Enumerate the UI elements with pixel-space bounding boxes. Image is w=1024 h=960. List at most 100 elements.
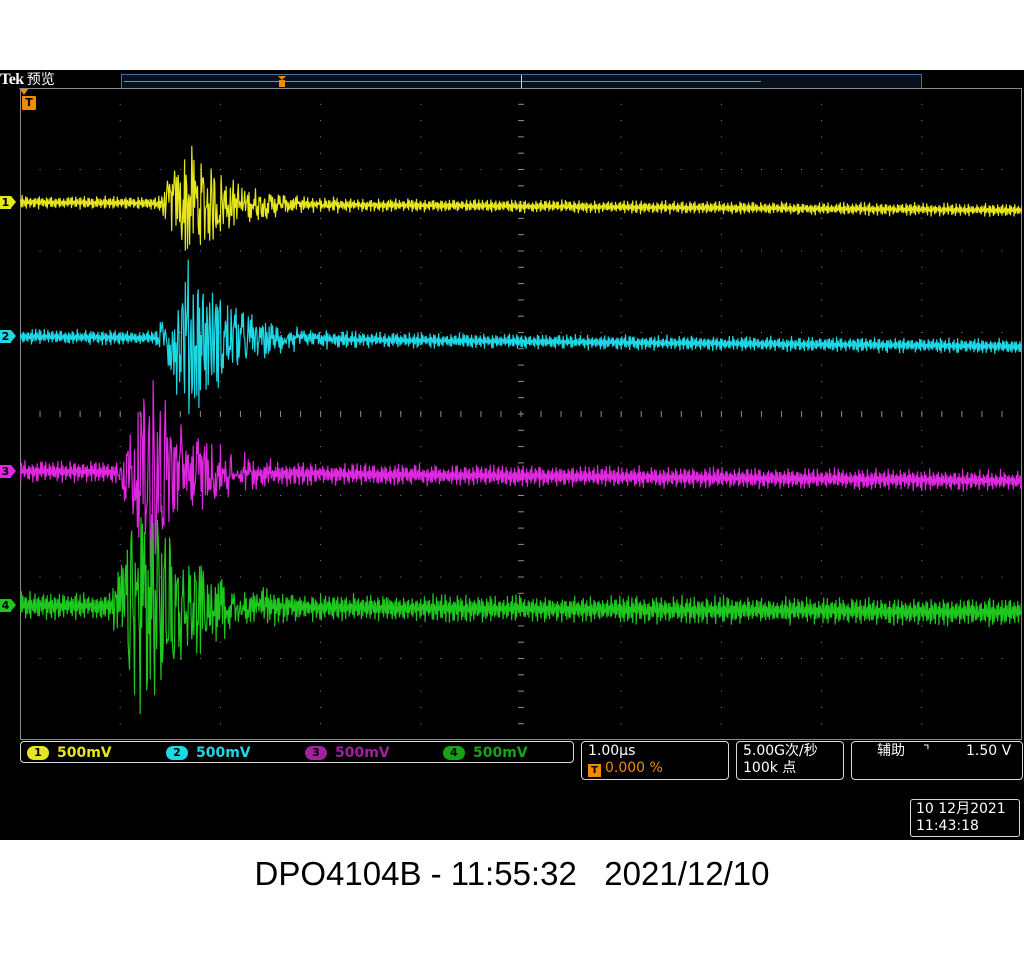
grid-dot bbox=[821, 397, 823, 399]
grid-dot bbox=[861, 658, 863, 659]
grid-dot bbox=[941, 169, 943, 170]
grid-dot bbox=[740, 495, 742, 496]
grid-dot bbox=[259, 169, 261, 170]
grid-dot bbox=[801, 495, 803, 496]
grid-dot bbox=[821, 169, 823, 170]
grid-dot bbox=[680, 576, 682, 578]
grid-dot bbox=[821, 527, 823, 529]
ch3-ground-marker[interactable]: 3 bbox=[0, 464, 16, 478]
grid-dot bbox=[400, 658, 402, 659]
grid-dot bbox=[1001, 658, 1003, 659]
grid-dot bbox=[921, 299, 923, 301]
grid-dot bbox=[119, 658, 121, 659]
record-length: 100k 点 bbox=[743, 760, 797, 776]
grid-dot bbox=[219, 283, 221, 285]
grid-dot bbox=[119, 723, 121, 725]
trigger-position-arrow-icon bbox=[19, 88, 29, 95]
trigger-source: 辅助 bbox=[877, 743, 905, 759]
grid-dot bbox=[861, 250, 863, 252]
grid-dot bbox=[520, 250, 522, 252]
grid-dot bbox=[219, 690, 221, 692]
grid-dot bbox=[941, 576, 943, 578]
grid-dot bbox=[320, 706, 322, 708]
grid-dot bbox=[420, 283, 422, 285]
grid-dot bbox=[760, 658, 762, 659]
grid-dot bbox=[99, 576, 101, 578]
grid-dot bbox=[219, 706, 221, 708]
ch1-readout[interactable]: 1 500mV bbox=[27, 745, 112, 761]
grid-dot bbox=[921, 576, 923, 578]
grid-dot bbox=[921, 185, 923, 187]
acquisition-readout[interactable]: 5.00G次/秒 100k 点 bbox=[736, 741, 844, 780]
grid-dot bbox=[680, 658, 682, 659]
grid-dot bbox=[620, 690, 622, 692]
record-view-bar[interactable] bbox=[121, 74, 922, 89]
grid-dot bbox=[119, 136, 121, 138]
date-label: 10 12月2021 bbox=[916, 801, 1006, 817]
ch4-ground-marker[interactable]: 4 bbox=[0, 599, 16, 613]
grid-dot bbox=[720, 234, 722, 236]
grid-dot bbox=[119, 299, 121, 301]
grid-dot bbox=[500, 658, 502, 659]
grid-dot bbox=[781, 250, 783, 252]
grid-dot bbox=[740, 332, 742, 333]
scope-header: Tek 预览 bbox=[0, 71, 55, 89]
ch2-readout[interactable]: 2 500mV bbox=[166, 745, 251, 761]
grid-dot bbox=[219, 674, 221, 676]
grid-dot bbox=[199, 250, 201, 252]
grid-dot bbox=[320, 658, 322, 659]
grid-dot bbox=[440, 495, 442, 496]
grid-dot bbox=[921, 88, 923, 89]
grid-dot bbox=[620, 543, 622, 545]
grid-dot bbox=[921, 625, 923, 627]
grid-dot bbox=[480, 495, 482, 496]
grid-dot bbox=[219, 250, 221, 252]
grid-dot bbox=[821, 283, 823, 285]
timebase-readout[interactable]: 1.00µs T 0.000 % bbox=[581, 741, 729, 780]
grid-dot bbox=[720, 283, 722, 285]
grid-dot bbox=[760, 332, 762, 333]
ch4-marker-label: 4 bbox=[0, 599, 11, 613]
grid-dot bbox=[901, 169, 903, 170]
grid-dot bbox=[320, 527, 322, 529]
ch1-waveform bbox=[20, 145, 1022, 251]
grid-dot bbox=[620, 234, 622, 236]
ch4-readout[interactable]: 4 500mV bbox=[443, 745, 528, 761]
grid-dot bbox=[961, 495, 963, 496]
grid-dot bbox=[921, 266, 923, 268]
grid-dot bbox=[219, 364, 221, 366]
grid-dot bbox=[340, 576, 342, 578]
grid-dot bbox=[360, 576, 362, 578]
grid-dot bbox=[199, 658, 201, 659]
grid-dot bbox=[380, 495, 382, 496]
grid-dot bbox=[500, 332, 502, 333]
grid-dot bbox=[239, 495, 241, 496]
grid-dot bbox=[119, 478, 121, 480]
grid-dot bbox=[821, 576, 823, 578]
ch2-ground-marker[interactable]: 2 bbox=[0, 330, 16, 344]
grid-dot bbox=[881, 658, 883, 659]
grid-dot bbox=[420, 364, 422, 366]
trigger-slope-icon: ⌝ bbox=[923, 743, 930, 759]
grid-dot bbox=[320, 283, 322, 285]
grid-dot bbox=[921, 592, 923, 594]
grid-dot bbox=[1021, 576, 1022, 578]
ch1-ground-marker[interactable]: 1 bbox=[0, 195, 16, 209]
grid-dot bbox=[219, 495, 221, 496]
grid-dot bbox=[219, 136, 221, 138]
trigger-readout[interactable]: 辅助 ⌝ 1.50 V bbox=[851, 741, 1023, 780]
grid-dot bbox=[320, 446, 322, 448]
grid-dot bbox=[420, 315, 422, 317]
grid-dot bbox=[119, 446, 121, 448]
grid-dot bbox=[520, 169, 522, 170]
grid-dot bbox=[821, 364, 823, 366]
grid-dot bbox=[480, 658, 482, 659]
grid-dot bbox=[1021, 332, 1022, 333]
channel-scale-readout[interactable]: 1 500mV 2 500mV 3 500mV 4 500mV bbox=[20, 741, 574, 763]
grid-dot bbox=[620, 201, 622, 203]
grid-dot bbox=[440, 576, 442, 578]
grid-dot bbox=[420, 299, 422, 301]
grid-dot bbox=[119, 641, 121, 643]
grid-dot bbox=[79, 495, 81, 496]
ch3-readout[interactable]: 3 500mV bbox=[305, 745, 390, 761]
